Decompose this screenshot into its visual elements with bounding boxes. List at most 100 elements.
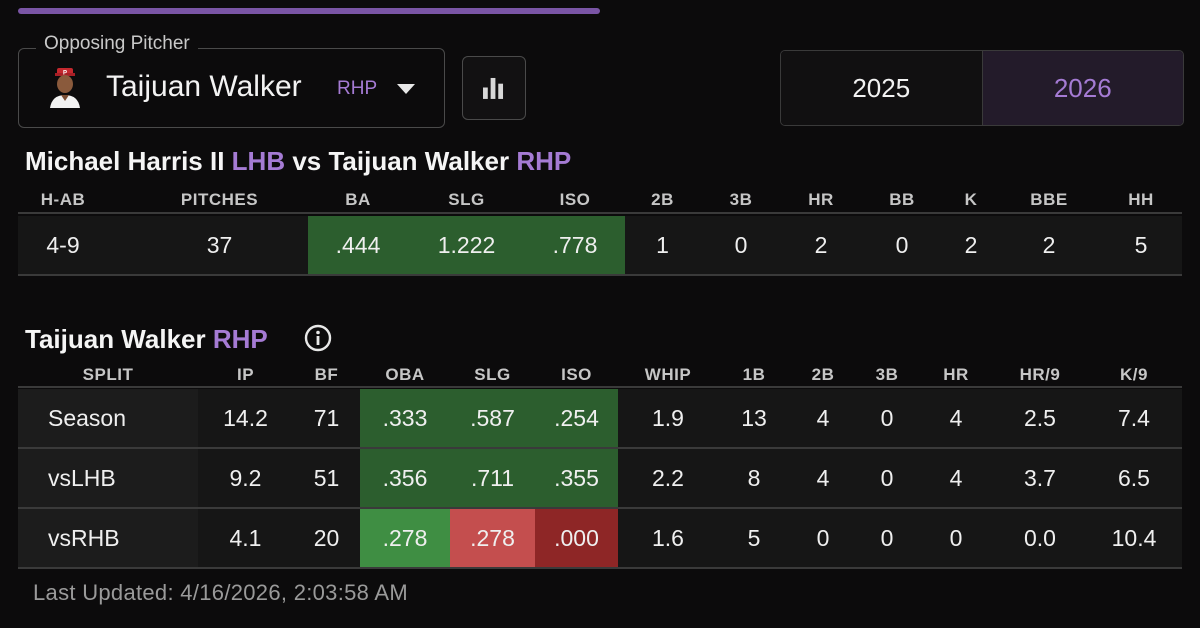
table-divider — [18, 567, 1182, 569]
matchup-pitcher-name: Taijuan Walker — [328, 146, 510, 176]
vs-label: vs — [292, 146, 322, 176]
column-header: BF — [314, 365, 339, 384]
table-cell: 9.2 — [229, 464, 262, 491]
table-cell: 5 — [747, 524, 761, 551]
table-cell: 37 — [206, 231, 233, 258]
column-header: IP — [236, 365, 255, 384]
table-divider — [18, 386, 1182, 388]
table-cell: 8 — [747, 464, 761, 491]
table-cell: .778 — [525, 216, 625, 274]
svg-text:P: P — [63, 71, 67, 77]
table-cell: 4-9 — [46, 231, 80, 258]
column-header: ISO — [561, 365, 592, 384]
column-header: PITCHES — [180, 190, 259, 209]
splits-title: Taijuan Walker RHP — [25, 324, 268, 355]
year-2026-button[interactable]: 2026 — [981, 51, 1183, 125]
column-header: BB — [889, 190, 915, 209]
table-divider — [18, 212, 1182, 214]
table-cell: 4 — [816, 464, 830, 491]
column-header: SLG — [474, 365, 511, 384]
split-label: vsRHB — [18, 509, 198, 567]
table-cell: 51 — [313, 464, 340, 491]
table-cell: 7.4 — [1118, 404, 1150, 431]
column-header: ISO — [559, 190, 591, 209]
table-cell: 10.4 — [1111, 524, 1157, 551]
column-header: 1B — [742, 365, 766, 384]
table-cell: 0.0 — [1024, 524, 1056, 551]
opposing-pitcher-select[interactable] — [18, 48, 445, 128]
column-header: HR/9 — [1019, 365, 1061, 384]
column-header: 2B — [651, 190, 674, 209]
last-updated: Last Updated: 4/16/2026, 2:03:58 AM — [33, 580, 408, 605]
table-cell: .254 — [535, 389, 618, 447]
table-cell: 1.9 — [652, 404, 684, 431]
split-label: vsLHB — [18, 449, 198, 507]
info-icon[interactable] — [303, 323, 333, 353]
table-cell: 0 — [949, 524, 963, 551]
column-header: SPLIT — [82, 365, 134, 384]
table-cell: 0 — [880, 464, 894, 491]
table-cell: 2 — [814, 231, 828, 258]
column-header: HR — [808, 190, 834, 209]
pitcher-name: Taijuan Walker — [106, 70, 302, 103]
table-cell: 0 — [880, 524, 894, 551]
table-cell: 1.222 — [408, 216, 525, 274]
table-cell: 13 — [741, 404, 767, 431]
chevron-down-icon[interactable] — [397, 84, 415, 94]
table-divider — [18, 274, 1182, 276]
table-cell: 71 — [313, 404, 340, 431]
column-header: OBA — [385, 365, 425, 384]
table-cell: 2 — [1042, 231, 1056, 258]
table-cell: 4.1 — [229, 524, 262, 551]
table-cell: .278 — [450, 509, 535, 567]
table-cell: 6.5 — [1118, 464, 1150, 491]
column-header: H-AB — [40, 190, 86, 209]
year-2025-button[interactable]: 2025 — [781, 51, 982, 125]
table-cell: 4 — [949, 464, 963, 491]
table-cell: 0 — [880, 404, 894, 431]
column-header: 2B — [811, 365, 835, 384]
column-header: WHIP — [644, 365, 692, 384]
table-cell: 5 — [1134, 231, 1148, 258]
bar-chart-icon — [483, 77, 504, 99]
matchup-title: Michael Harris II LHB vs Taijuan Walker … — [25, 146, 571, 177]
table-cell: .356 — [360, 449, 450, 507]
column-header: HR — [943, 365, 969, 384]
table-cell: 1.6 — [652, 524, 684, 551]
split-label: Season — [18, 389, 198, 447]
table-divider — [18, 507, 1182, 509]
table-cell: 2.5 — [1024, 404, 1056, 431]
column-header: HH — [1128, 190, 1154, 209]
table-cell: 0 — [816, 524, 830, 551]
column-header: 3B — [729, 190, 753, 209]
table-cell: 4 — [949, 404, 963, 431]
table-cell: 3.7 — [1024, 464, 1056, 491]
opposing-pitcher-legend: Opposing Pitcher — [36, 33, 198, 55]
column-header: BA — [345, 190, 371, 209]
matchup-pitcher-hand: RHP — [516, 146, 572, 176]
batter-name: Michael Harris II — [25, 146, 225, 176]
table-cell: .333 — [360, 389, 450, 447]
batter-hand: LHB — [231, 146, 286, 176]
pitcher-avatar: P — [50, 68, 80, 108]
pitcher-hand: RHP — [337, 78, 378, 99]
table-cell: 2.2 — [652, 464, 684, 491]
table-cell: .278 — [360, 509, 450, 567]
column-header: K — [964, 190, 978, 209]
table-cell: 4 — [816, 404, 830, 431]
column-header: BBE — [1030, 190, 1068, 209]
table-cell: 20 — [313, 524, 340, 551]
year-toggle: 2025 2026 — [780, 50, 1184, 126]
splits-pitcher-hand: RHP — [212, 324, 268, 354]
table-cell: 2 — [964, 231, 978, 258]
table-cell: .444 — [308, 216, 408, 274]
table-cell: .355 — [535, 449, 618, 507]
table-divider — [18, 447, 1182, 449]
table-cell: .587 — [450, 389, 535, 447]
column-header: K/9 — [1120, 365, 1148, 384]
table-cell: .711 — [450, 449, 535, 507]
top-accent-bar — [18, 8, 600, 14]
table-cell: 1 — [656, 231, 669, 258]
chart-button[interactable] — [462, 56, 526, 120]
splits-pitcher-name: Taijuan Walker — [25, 324, 206, 354]
